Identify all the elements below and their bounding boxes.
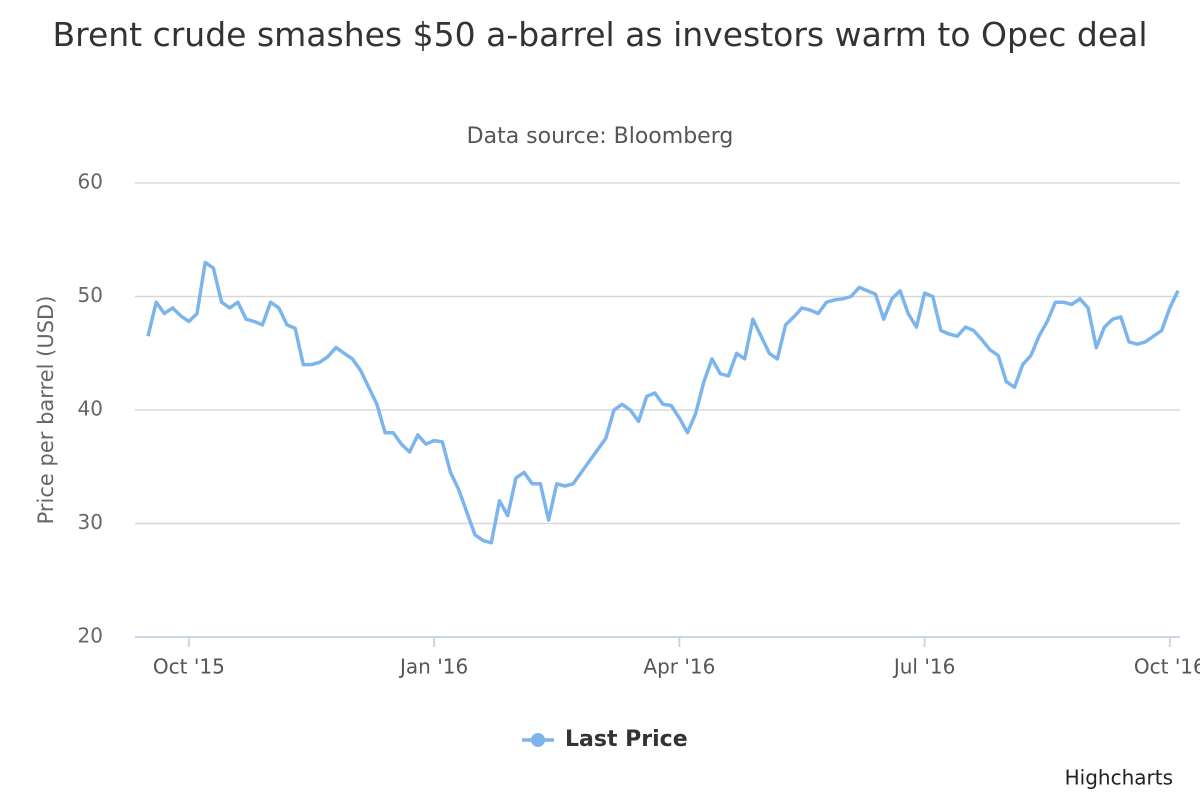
x-tick-label: Oct '15: [153, 655, 225, 679]
y-tick-label: 40: [78, 397, 103, 421]
y-tick-label: 20: [78, 624, 103, 648]
x-tick-label: Jan '16: [398, 655, 468, 679]
y-tick-label: 30: [78, 510, 103, 534]
line-series: [146, 260, 1180, 545]
x-tick-label: Oct '16: [1134, 655, 1200, 679]
y-tick-label: 60: [78, 170, 103, 194]
chart-title: Brent crude smashes $50 a-barrel as inve…: [52, 15, 1148, 54]
x-tick-label: Apr '16: [643, 655, 715, 679]
x-tick-label: Jul '16: [892, 655, 955, 679]
legend-label: Last Price: [565, 727, 688, 752]
credit: Highcharts: [1065, 766, 1173, 790]
legend-marker: [531, 733, 545, 747]
y-tick-label: 50: [78, 283, 103, 307]
y-axis-title: Price per barrel (USD): [34, 296, 58, 525]
chart-subtitle: Data source: Bloomberg: [467, 124, 734, 149]
